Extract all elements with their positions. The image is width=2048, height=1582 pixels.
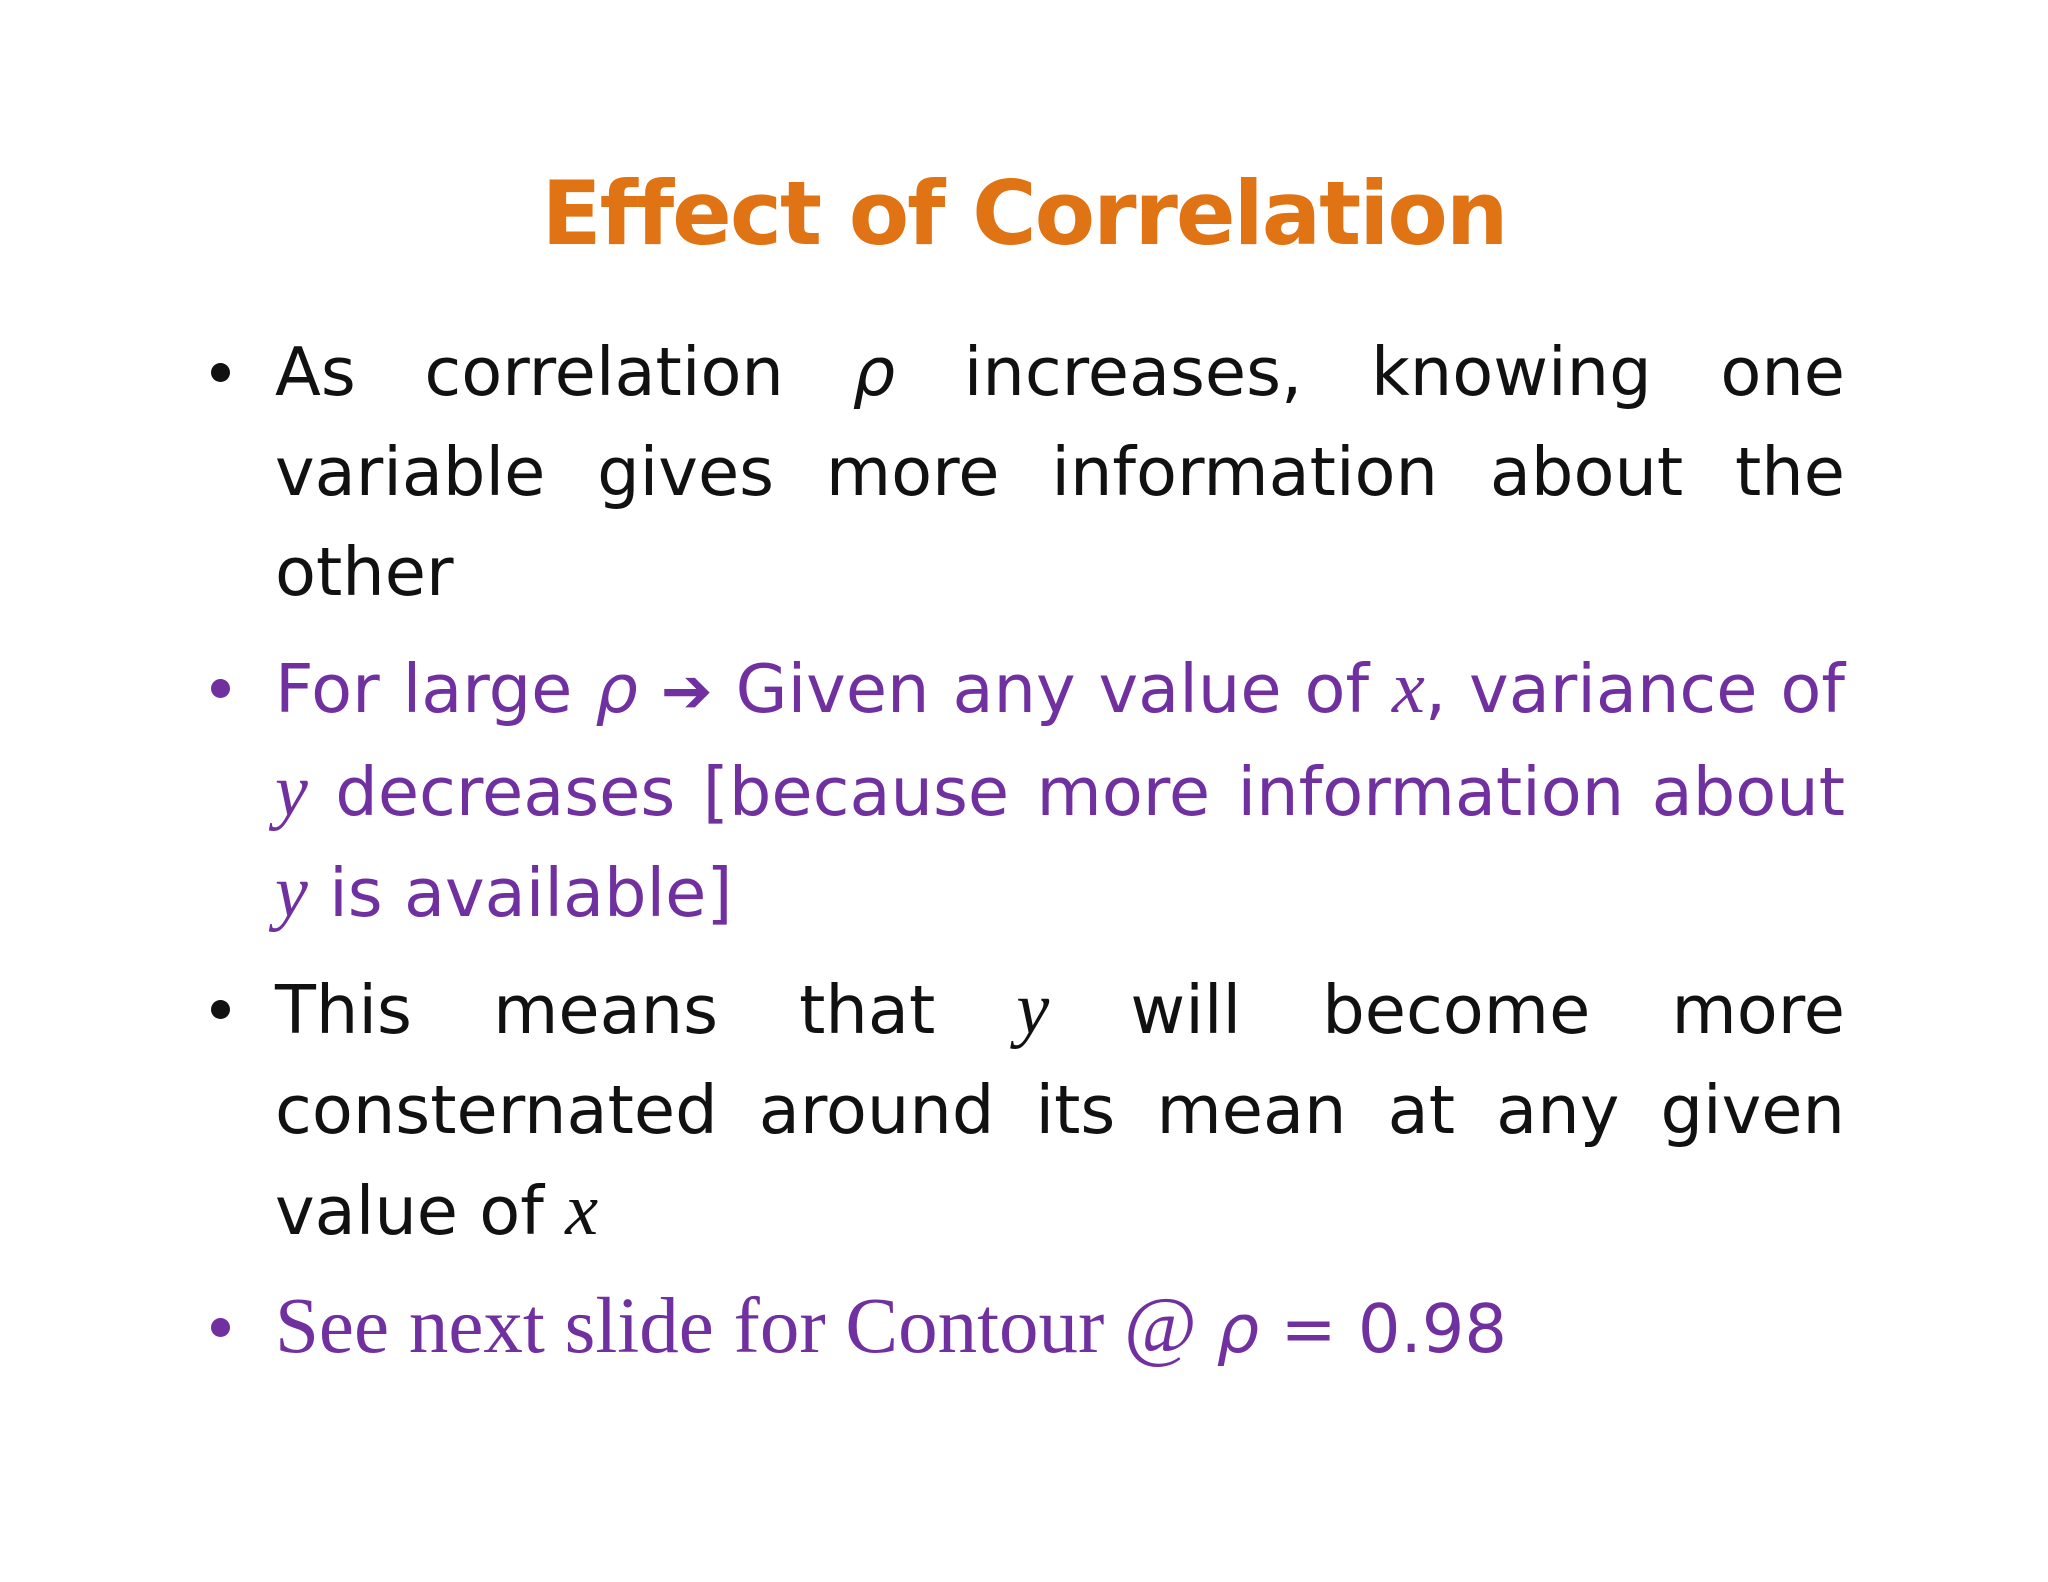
text-run: decreases [because more information abou… — [307, 753, 1845, 831]
text-run — [638, 650, 661, 728]
rho-symbol: ρ — [852, 333, 896, 411]
math-variable: x — [1391, 647, 1425, 729]
text-run: increases, knowing one variable gives mo… — [275, 333, 1845, 611]
bullet-dot — [211, 679, 230, 698]
text-run: For large — [275, 650, 596, 728]
bullet-text: For large ρ ➔ Given any value of x, vari… — [275, 647, 1845, 933]
math-variable: y — [275, 851, 308, 933]
serif-text: See next slide for Contour @ — [275, 1283, 1217, 1370]
math-variable: y — [1016, 968, 1050, 1050]
math-variable: y — [275, 750, 308, 832]
bullet-list: As correlation ρ increases, knowing one … — [205, 322, 1845, 1395]
arrow-icon: ➔ — [660, 654, 713, 727]
text-run: will become more consternated around its… — [275, 971, 1846, 1250]
bullet-dot — [211, 363, 230, 382]
text-run: , variance of — [1424, 650, 1845, 728]
text-run: This means that — [275, 971, 1017, 1049]
bullet-item: As correlation ρ increases, knowing one … — [205, 322, 1845, 622]
bullet-dot — [211, 1318, 230, 1337]
bullet-item: See next slide for Contour @ ρ = 0.98 — [205, 1277, 1845, 1379]
slide-title: Effect of Correlation — [541, 162, 1508, 265]
text-run: = 0.98 — [1259, 1290, 1508, 1368]
bullet-item: For large ρ ➔ Given any value of x, vari… — [205, 638, 1845, 943]
text-run: Given any value of — [712, 650, 1392, 728]
math-variable: x — [565, 1169, 599, 1251]
bullet-item: This means that y will become more const… — [205, 959, 1845, 1261]
bullet-text: As correlation ρ increases, knowing one … — [275, 333, 1845, 611]
rho-symbol: ρ — [1216, 1290, 1260, 1368]
bullet-text: This means that y will become more const… — [275, 968, 1846, 1251]
bullet-text: See next slide for Contour @ ρ = 0.98 — [275, 1283, 1508, 1370]
text-run: is available] — [307, 854, 733, 932]
rho-symbol: ρ — [595, 650, 638, 728]
text-run: As correlation — [275, 333, 853, 411]
bullet-dot — [211, 1000, 230, 1019]
